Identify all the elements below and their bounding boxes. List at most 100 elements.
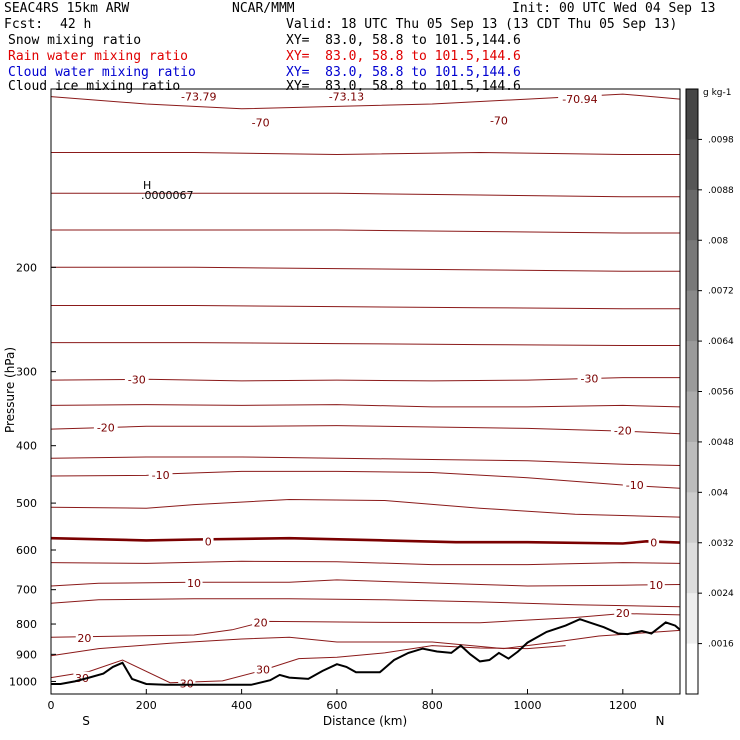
- field-snow-xy: XY= 83.0, 58.8 to 101.5,144.6: [286, 33, 521, 48]
- contour-label-bg-3: [248, 116, 273, 129]
- isotherm-2: [51, 192, 680, 198]
- colorbar-segment-9: [686, 542, 698, 594]
- isotherm-3: [51, 229, 680, 234]
- model-title: SEAC4RS 15km ARW: [4, 1, 130, 16]
- contour-label-15: 20: [254, 616, 268, 629]
- y-tick-label-8: 1000: [9, 675, 37, 688]
- colorbar-unit: g kg-1: [703, 88, 731, 98]
- contour-label-5: -30: [128, 373, 146, 386]
- isotherm-17: [50, 612, 681, 638]
- colorbar-tick-label-4: .0064: [708, 337, 734, 347]
- isotherm-layer: [50, 93, 681, 684]
- colorbar-segment-8: [686, 492, 698, 544]
- isotherm-9: [50, 425, 681, 435]
- terrain-layer: [51, 618, 681, 686]
- y-tick-label-2: 400: [16, 440, 37, 453]
- x-tick-label-6: 1200: [609, 699, 637, 712]
- colorbar-segment-1: [686, 139, 698, 191]
- field-cloudice-xy: XY= 83.0, 58.8 to 101.5,144.6: [286, 79, 521, 94]
- contour-label-1: -73.13: [329, 91, 364, 104]
- contour-label-9: -10: [152, 469, 170, 482]
- contour-label-8: -20: [614, 424, 632, 437]
- contour-label-7: -20: [97, 422, 115, 435]
- isotherm-0: [50, 93, 681, 110]
- contour-label-bg-9: [148, 468, 173, 481]
- contour-label-bg-5: [124, 373, 149, 386]
- colorbar-segment-0: [686, 89, 698, 140]
- isotherm-10: [50, 456, 681, 466]
- field-cloudwater-name: Cloud water mixing ratio: [8, 65, 196, 80]
- contour-label-19: 30: [75, 672, 89, 685]
- isotherm-6: [51, 342, 680, 346]
- forecast-hours: 42 h: [60, 17, 92, 32]
- contour-label-6: -30: [580, 372, 598, 385]
- forecast-label: Fcst:: [4, 17, 44, 32]
- x-axis-title: Distance (km): [323, 714, 407, 728]
- contour-label-bg-11: [202, 535, 214, 548]
- contour-label-11: 0: [205, 535, 212, 548]
- isotherm-13: [50, 536, 681, 545]
- isotherm-5: [51, 305, 680, 310]
- isotherm-1: [51, 151, 680, 156]
- colorbar-segment-11: [686, 643, 698, 695]
- isotherm-4: [51, 266, 680, 272]
- y-tick-label-4: 600: [16, 544, 37, 557]
- colorbar-tick-label-3: .0072: [708, 287, 734, 297]
- colorbar-segment-4: [686, 290, 698, 342]
- contour-label-bg-13: [185, 576, 203, 589]
- contour-label-bg-6: [577, 372, 602, 385]
- isotherm-11: [50, 470, 681, 489]
- terrain-line: [51, 618, 681, 686]
- contour-label-bg-1: [324, 90, 369, 103]
- colorbar-tick-label-6: .0048: [708, 438, 734, 448]
- colorbar-segment-6: [686, 391, 698, 443]
- high-marker-label: H: [143, 179, 151, 192]
- contour-label-10: -10: [626, 479, 644, 492]
- y-tick-label-3: 500: [16, 497, 37, 510]
- colorbar-tick-label-7: .004: [708, 488, 728, 498]
- colorbar-segment-3: [686, 240, 698, 292]
- field-rain-name: Rain water mixing ratio: [8, 49, 189, 64]
- isotherm-7: [50, 377, 680, 382]
- x-tick-label-3: 600: [326, 699, 347, 712]
- contour-label-bg-20: [178, 677, 196, 690]
- colorbar-tick-label-10: .0016: [708, 640, 734, 650]
- contour-label-bg-12: [648, 536, 660, 549]
- contour-label-16: 20: [616, 607, 630, 620]
- contour-label-bg-10: [622, 478, 647, 491]
- colorbar-tick-label-1: .0088: [708, 186, 734, 196]
- contour-label-bg-4: [487, 114, 511, 127]
- contour-label-17: 20: [77, 632, 91, 645]
- contour-label-layer: -73.79 -73.13 -70.94 -70 -70 -30 -30 -20 -20 -10 -…: [73, 90, 665, 690]
- y-axis-title: Pressure (hPa): [3, 347, 17, 433]
- contour-label-bg-16: [614, 606, 632, 619]
- y-tick-label-7: 900: [16, 648, 37, 661]
- end-label-left: S: [82, 714, 90, 728]
- contour-label-bg-7: [93, 421, 118, 434]
- high-marker-value: .0000067: [141, 189, 194, 202]
- y-tick-label-1: 300: [16, 366, 37, 379]
- field-cloudwater-xy: XY= 83.0, 58.8 to 101.5,144.6: [286, 65, 521, 80]
- contour-label-12: 0: [650, 537, 657, 550]
- contour-label-bg-18: [254, 663, 272, 676]
- colorbar-segment-7: [686, 441, 698, 493]
- contour-label-2: -70.94: [562, 93, 597, 106]
- field-rain-xy: XY= 83.0, 58.8 to 101.5,144.6: [286, 49, 521, 64]
- contour-label-bg-0: [176, 90, 221, 103]
- axes-layer: 0 200 400 600 800 1000 12002003004005006007008…: [9, 261, 637, 712]
- colorbar-tick-label-8: .0032: [708, 539, 734, 549]
- field-snow-name: Snow mixing ratio: [8, 33, 142, 48]
- colorbar-tick-label-0: .0098: [708, 135, 734, 145]
- isotherm-15: [50, 579, 681, 587]
- isotherm-16: [50, 598, 681, 608]
- contour-label-3: -70: [252, 117, 270, 130]
- contour-label-bg-14: [647, 579, 665, 592]
- x-tick-label-4: 800: [422, 699, 443, 712]
- contour-label-18: 30: [256, 664, 270, 677]
- contour-label-0: -73.79: [181, 91, 216, 104]
- contour-label-bg-8: [610, 424, 635, 437]
- init-time: Init: 00 UTC Wed 04 Sep 13: [512, 1, 716, 16]
- isotherm-19: [50, 645, 566, 684]
- plot-frame: [50, 88, 681, 695]
- isotherm-18: [50, 629, 681, 657]
